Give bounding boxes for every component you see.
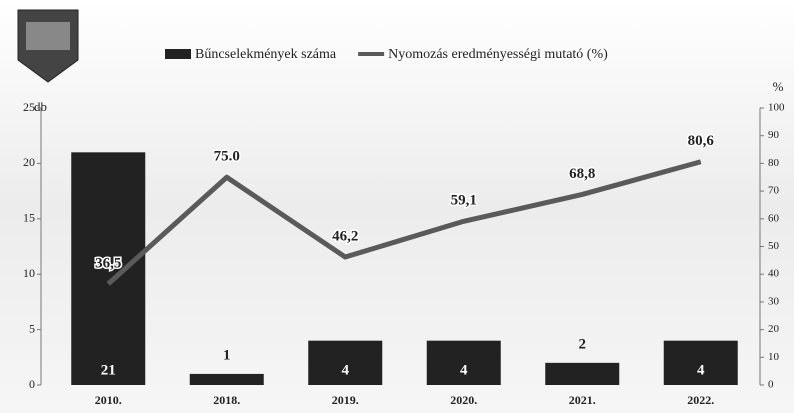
y2-tick-label: 20 — [768, 323, 780, 335]
bar — [426, 340, 501, 385]
bar — [308, 340, 383, 385]
y2-tick-label: 100 — [768, 102, 785, 114]
bar-value-label: 4 — [460, 362, 468, 378]
y-tick-label: 5 — [29, 321, 35, 335]
y2-tick-label: 10 — [768, 351, 780, 363]
bar-value-label: 1 — [223, 347, 231, 363]
y2-tick-label: 30 — [768, 295, 780, 307]
x-tick-label: 2019. — [332, 393, 359, 407]
y2-tick-label: 90 — [768, 129, 780, 141]
y-tick-label: 0 — [29, 377, 35, 391]
y2-tick-label: 80 — [768, 157, 780, 169]
bar — [71, 152, 146, 385]
y2-tick-label: 70 — [768, 185, 780, 197]
y2-tick-label: 50 — [768, 240, 780, 252]
bar — [189, 373, 264, 385]
y2-axis-label: % — [773, 79, 784, 94]
line-value-label: 59,1 — [451, 193, 477, 209]
bar — [545, 362, 620, 385]
y-tick-label: 20 — [23, 155, 35, 169]
line-value-label: 36,5 — [95, 255, 121, 271]
bar-value-label: 21 — [101, 362, 116, 378]
line — [106, 159, 702, 286]
x-tick-label: 2021. — [569, 393, 596, 407]
bar-value-label: 4 — [342, 362, 350, 378]
y2-tick-label: 0 — [768, 379, 774, 391]
x-tick-label: 2018. — [213, 393, 240, 407]
line-value-label: 46,2 — [332, 228, 358, 244]
bar-value-label: 4 — [697, 362, 705, 378]
x-tick-label: 2020. — [450, 393, 477, 407]
x-tick-label: 2010. — [95, 393, 122, 407]
logo — [17, 9, 79, 83]
legend-label: Bűncselekmények száma — [195, 47, 337, 62]
line-value-label: 80,6 — [688, 133, 715, 149]
y2-tick-label: 40 — [768, 268, 780, 280]
x-tick-label: 2022. — [687, 393, 714, 407]
y-tick-label: 25 — [23, 100, 35, 114]
bar-value-label: 2 — [579, 336, 587, 352]
y2-tick-label: 60 — [768, 212, 780, 224]
y-tick-label: 10 — [23, 266, 35, 280]
legend-label: Nyomozás eredményességi mutató (%) — [388, 47, 608, 62]
bar — [663, 340, 738, 385]
y-tick-label: 15 — [23, 211, 35, 225]
y-axis-label: db — [34, 99, 47, 114]
legend-swatch — [165, 49, 191, 59]
line-value-label: 75.0 — [214, 149, 240, 165]
line-value-label: 68,8 — [569, 166, 595, 182]
